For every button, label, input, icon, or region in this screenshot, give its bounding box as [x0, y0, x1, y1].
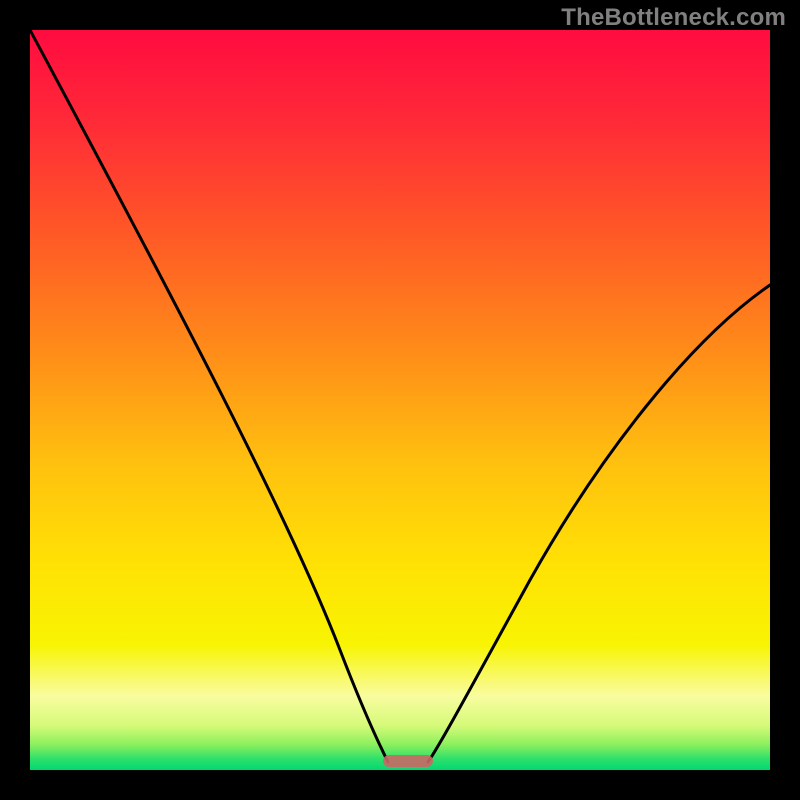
chart-svg [30, 30, 770, 770]
gradient-background [30, 30, 770, 770]
plot-area [30, 30, 770, 770]
vertex-marker [383, 755, 433, 767]
chart-frame: TheBottleneck.com [0, 0, 800, 800]
watermark-text: TheBottleneck.com [561, 4, 786, 32]
